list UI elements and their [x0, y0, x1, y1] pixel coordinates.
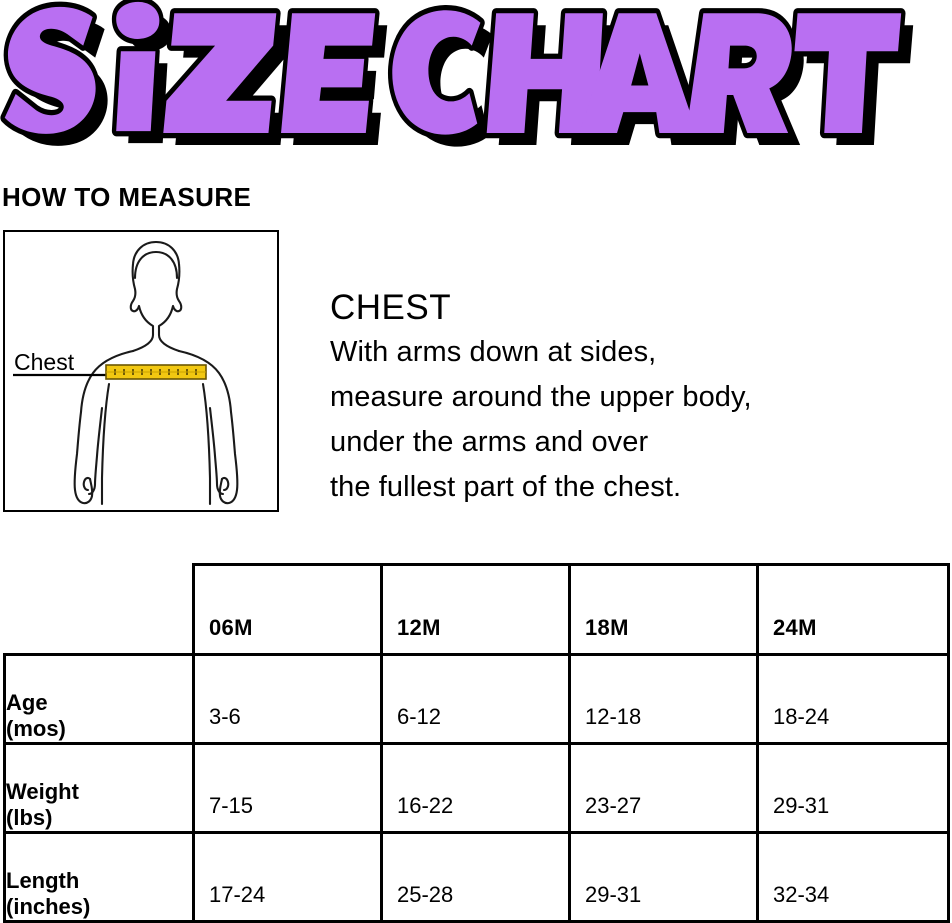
chest-description-block: CHEST With arms down at sides, measure a… [330, 288, 935, 510]
table-cell: 12-18 [568, 653, 759, 745]
table-cell: 23-27 [568, 742, 759, 834]
size-chart-table: 06M 12M 18M 24M Age (mos) 3-6 6-12 [3, 563, 950, 923]
left-arm-inner [87, 406, 104, 496]
row-label-weight: Weight (lbs) [3, 742, 195, 834]
left-arm-outer [73, 410, 94, 505]
row-label-line2: (mos) [6, 716, 66, 741]
cell-value: 12-18 [585, 704, 642, 729]
description-line-4: the fullest part of the chest. [330, 471, 682, 503]
table-row-length: Length (inches) 17-24 25-28 29-31 32-34 [3, 831, 950, 923]
size-chart-title-artwork [0, 0, 914, 147]
table-cell: 29-31 [756, 742, 950, 834]
table-cell: 18-24 [756, 653, 950, 745]
column-header-label: 24M [773, 615, 817, 640]
table-corner-blank [4, 564, 194, 655]
row-label-line1: Weight [6, 779, 79, 804]
torso-left-side [100, 382, 111, 506]
table-header-row: 06M 12M 18M 24M [4, 563, 950, 656]
hairline [133, 250, 179, 280]
row-label-line1: Length [6, 868, 80, 893]
table-cell: 17-24 [192, 831, 383, 923]
table-cell: 29-31 [568, 831, 759, 923]
table-cell: 7-15 [192, 742, 383, 834]
table-header-cell-12m: 12M [380, 563, 571, 656]
cell-value: 23-27 [585, 793, 642, 818]
cell-value: 17-24 [209, 882, 266, 907]
cell-value: 18-24 [773, 704, 830, 729]
column-header-label: 12M [397, 615, 441, 640]
description-line-3: under the arms and over [330, 426, 649, 458]
cell-value: 25-28 [397, 882, 454, 907]
table-cell: 3-6 [192, 653, 383, 745]
left-shoulder [79, 349, 135, 414]
cell-value: 32-34 [773, 882, 830, 907]
right-shoulder [177, 349, 233, 414]
table-cell: 16-22 [380, 742, 571, 834]
row-label-line2: (lbs) [6, 805, 53, 830]
cell-value: 29-31 [773, 793, 830, 818]
right-hand-detail [220, 476, 230, 492]
cell-value: 6-12 [397, 704, 442, 729]
row-label-line2: (inches) [6, 894, 91, 919]
row-label-age: Age (mos) [3, 653, 195, 745]
right-arm-outer [218, 410, 239, 505]
cell-value: 29-31 [585, 882, 642, 907]
table-row-weight: Weight (lbs) 7-15 16-22 23-27 29-31 [3, 742, 950, 834]
chest-measure-label: Chest [14, 349, 75, 375]
table-cell: 6-12 [380, 653, 571, 745]
chest-tape-measure [105, 364, 207, 380]
column-header-label: 06M [209, 615, 253, 640]
head-left-profile [129, 240, 158, 353]
table-cell: 32-34 [756, 831, 950, 923]
table-header-cell-24m: 24M [756, 563, 950, 656]
how-to-measure-heading: HOW TO MEASURE [2, 182, 252, 212]
head-right-profile [154, 240, 183, 353]
description-line-2: measure around the upper body, [330, 381, 752, 413]
table-row-age: Age (mos) 3-6 6-12 12-18 18-24 [3, 653, 950, 745]
size-chart-title-banner [0, 0, 952, 155]
column-header-label: 18M [585, 615, 629, 640]
cell-value: 7-15 [209, 793, 254, 818]
cell-value: 3-6 [209, 704, 241, 729]
description-title: CHEST [330, 288, 452, 327]
male-torso-illustration [13, 240, 239, 506]
row-label-line1: Age [6, 690, 48, 715]
title-letter-fills [4, 1, 902, 135]
description-line-1: With arms down at sides, [330, 336, 657, 368]
right-arm-inner [208, 406, 225, 496]
torso-right-side [201, 382, 212, 506]
table-header-cell-18m: 18M [568, 563, 759, 656]
left-hand-detail [82, 476, 92, 492]
body-measurement-diagram [3, 230, 279, 512]
row-label-length: Length (inches) [3, 831, 195, 923]
cell-value: 16-22 [397, 793, 454, 818]
table-header-cell-06m: 06M [192, 563, 383, 656]
table-cell: 25-28 [380, 831, 571, 923]
